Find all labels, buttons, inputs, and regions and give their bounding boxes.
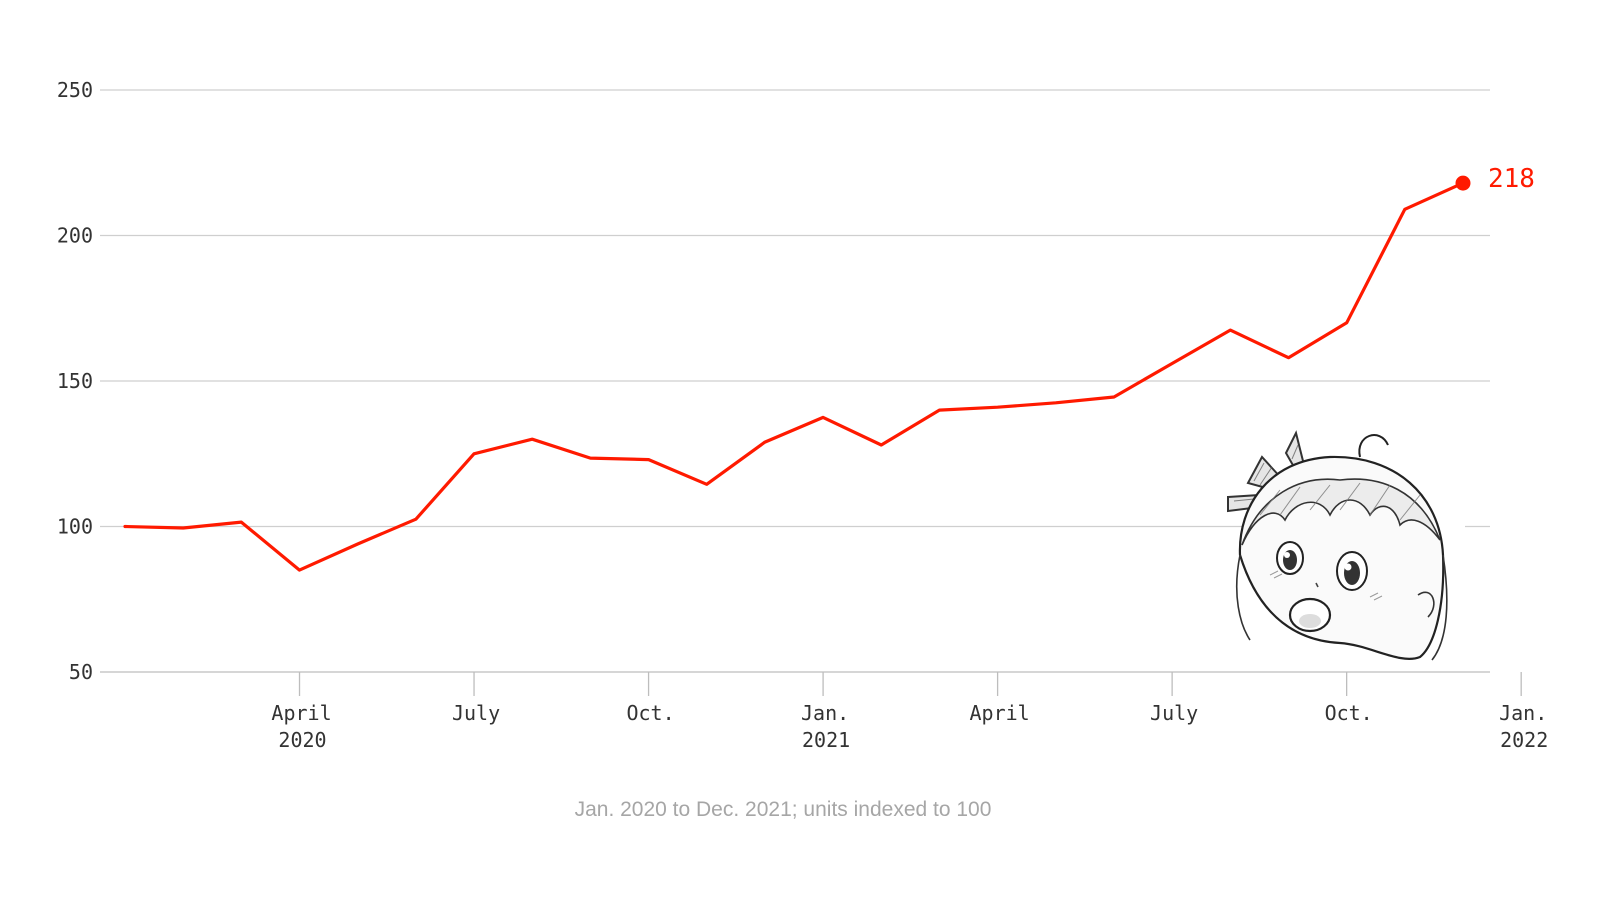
x-tick-label: Oct. [626,701,674,725]
series-end-point [1455,175,1471,191]
x-tick-label: July [1150,701,1198,725]
x-tick-year-label: 2021 [802,728,850,752]
y-tick-label: 200 [57,224,93,248]
y-tick-label: 150 [57,369,93,393]
x-tick-year-label: 2022 [1500,728,1548,752]
x-tick-label: July [452,701,500,725]
x-tick-year-label: 2020 [278,728,326,752]
series-end-label: 218 [1488,164,1535,194]
surprised-anime-girl-sketch-icon [1227,425,1465,665]
y-tick-label: 250 [57,78,93,102]
x-tick-label: April [271,701,331,725]
y-tick-label: 100 [57,515,93,539]
x-tick-label: Jan. [801,701,849,725]
x-axis-ticks: April 2020 July Oct. Jan. 2021 April July Oct. Ja… [271,672,1548,752]
x-tick-label: Oct. [1325,701,1373,725]
x-tick-label: Jan. [1499,701,1547,725]
y-tick-label: 50 [69,660,93,684]
series-line [123,181,1465,572]
chart-caption: Jan. 2020 to Dec. 2021; units indexed to… [575,798,992,821]
y-axis-ticks: 50 100 150 200 250 [57,78,93,684]
x-tick-label: April [969,701,1029,725]
